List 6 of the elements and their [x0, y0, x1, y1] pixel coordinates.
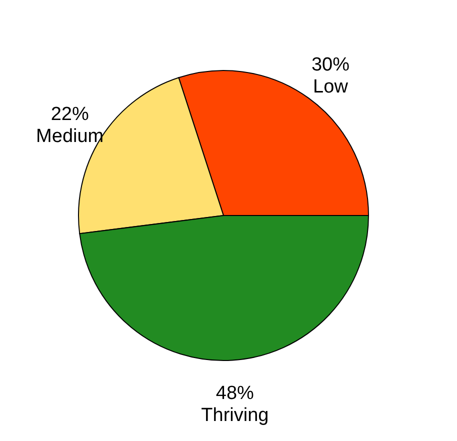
- slice-label: Thriving: [201, 405, 269, 426]
- data-label: 30%: [311, 54, 350, 76]
- data-label: 22%: [50, 104, 89, 125]
- data-label: 48%: [216, 383, 254, 404]
- slice-label: Medium: [36, 126, 104, 147]
- slice-label: Low: [313, 76, 348, 98]
